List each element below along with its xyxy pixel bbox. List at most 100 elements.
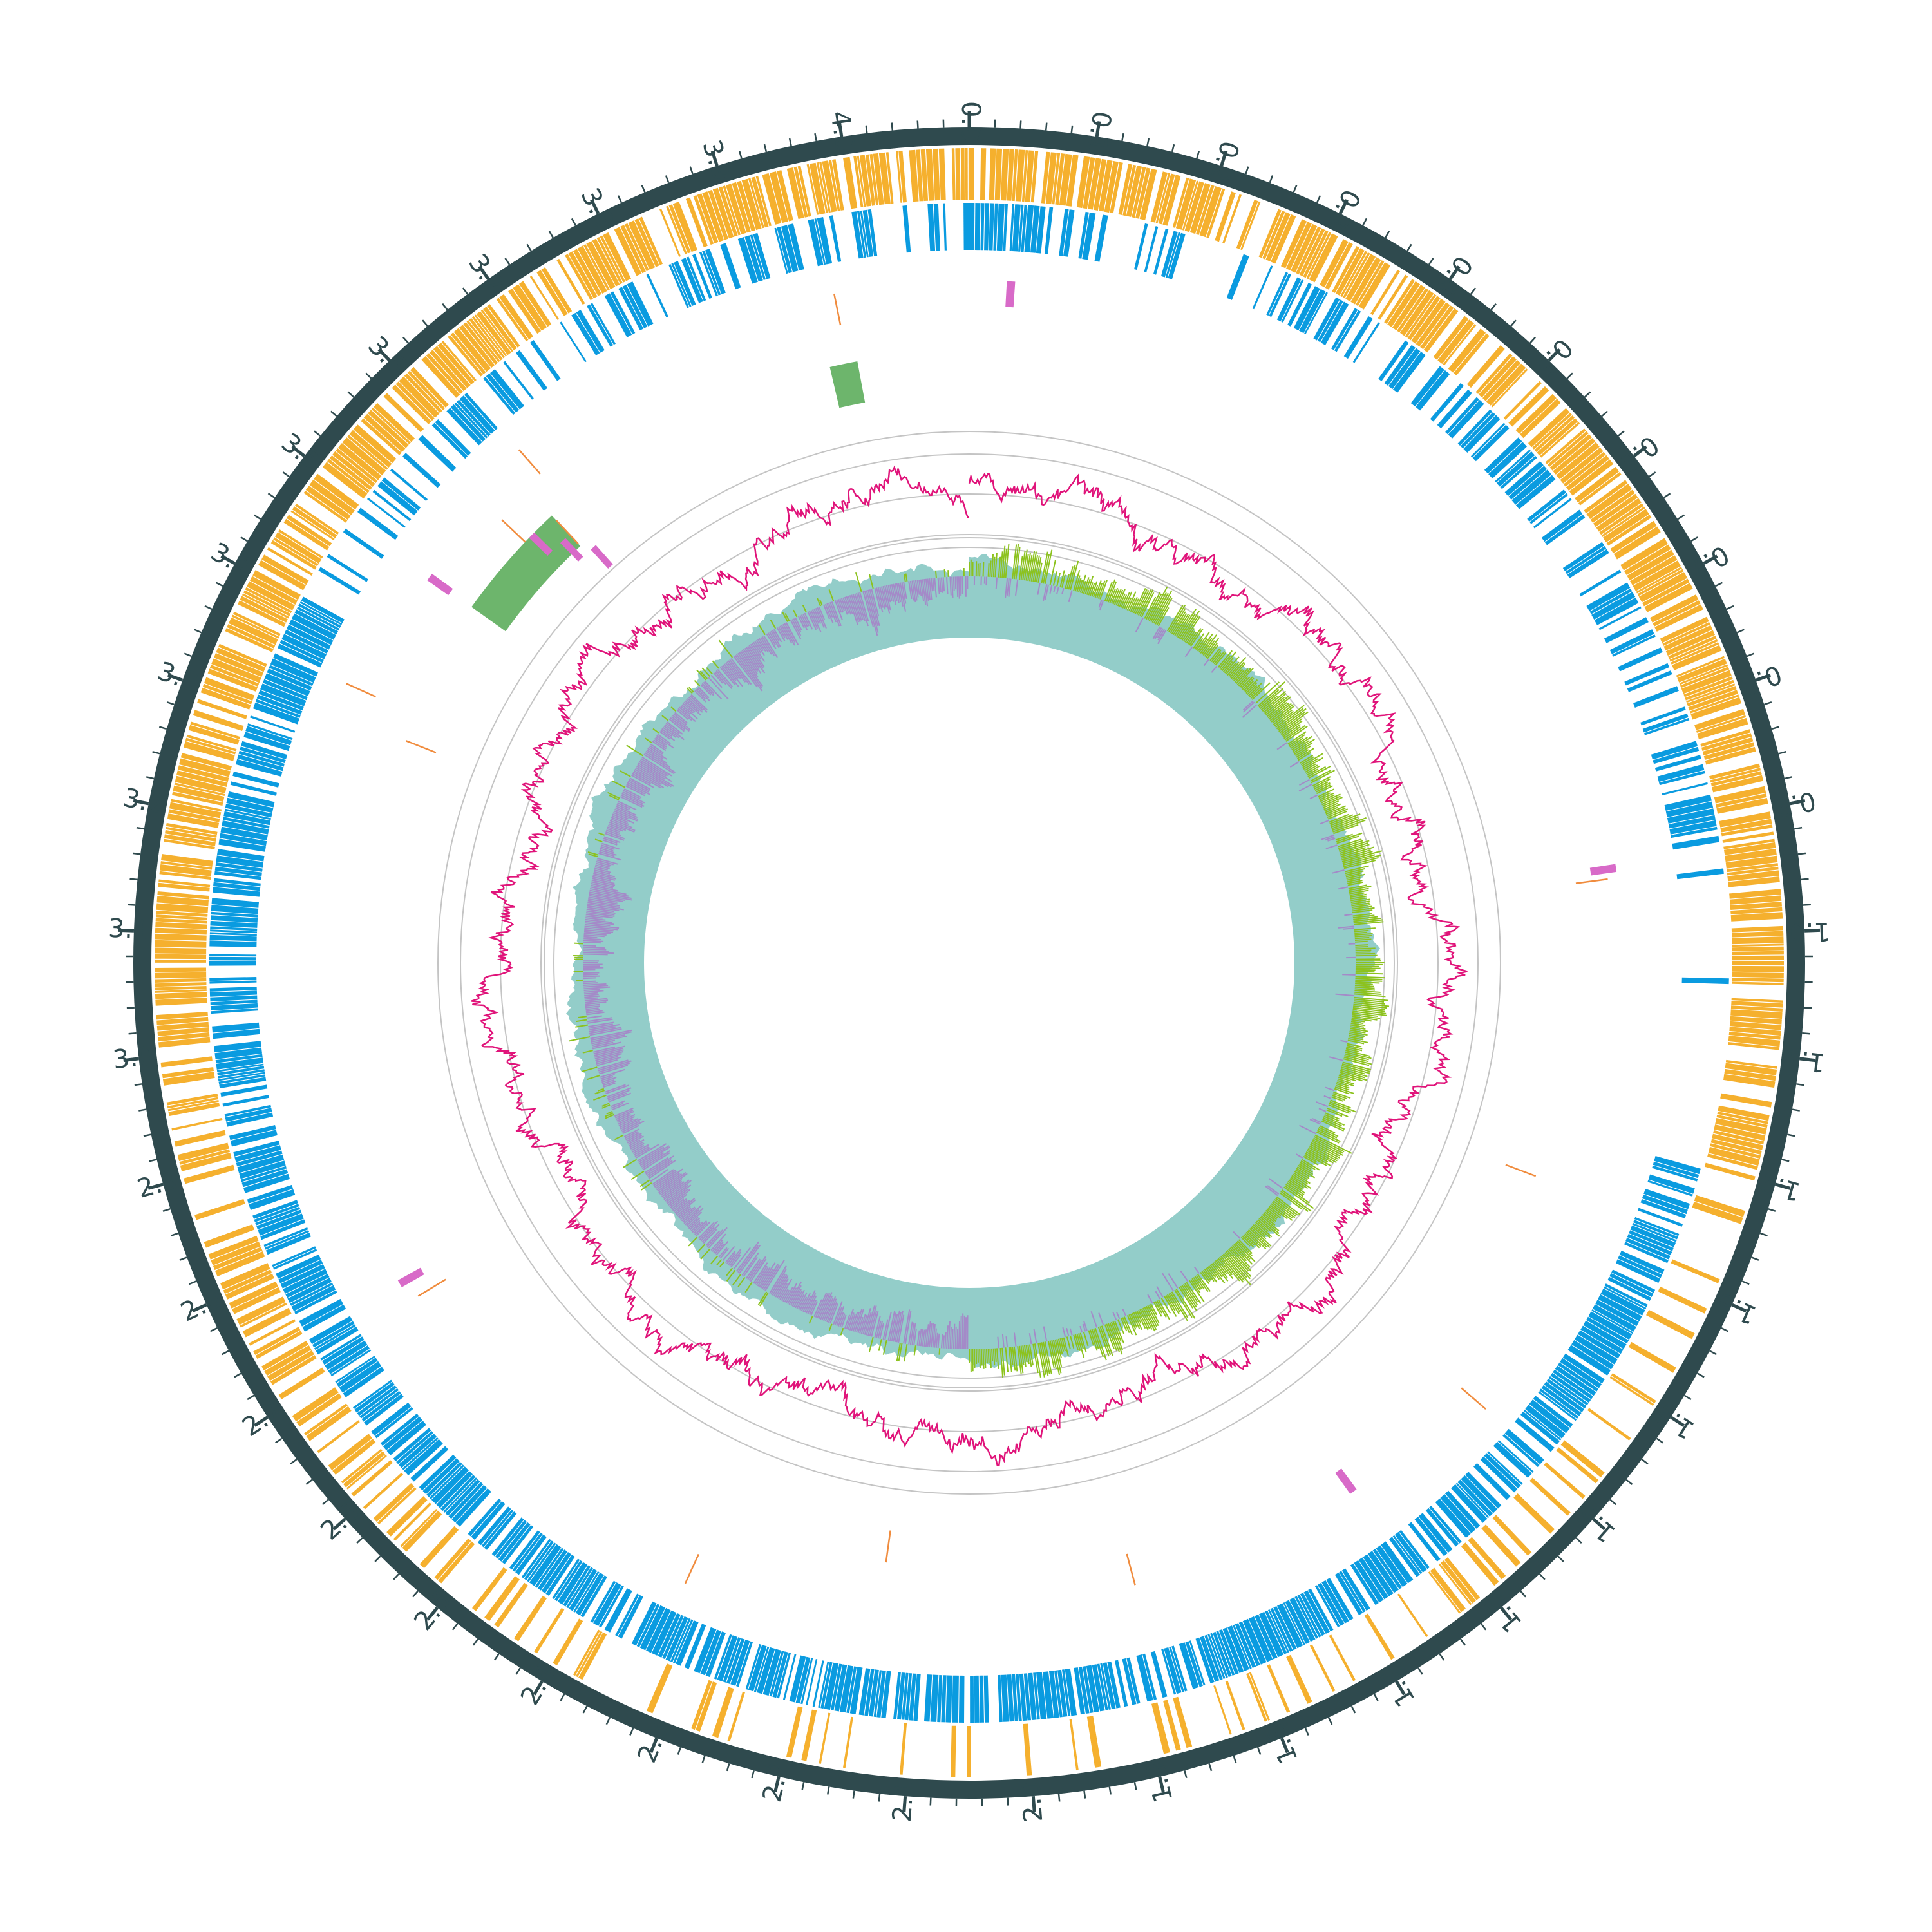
reverse-cds <box>503 361 534 400</box>
minor-tick <box>739 151 743 159</box>
gc-skew-bar <box>1353 916 1378 920</box>
gc-skew-bar <box>1133 1312 1142 1331</box>
minor-tick <box>234 1372 242 1378</box>
reverse-cds <box>1185 1641 1203 1687</box>
reverse-cds <box>795 1656 811 1704</box>
reverse-cds <box>253 702 299 724</box>
forward-cds <box>1575 466 1620 503</box>
gc-skew-bar <box>802 613 810 627</box>
reverse-cds <box>1062 1669 1071 1716</box>
gc-skew-bar <box>1209 648 1220 661</box>
gc-skew-bar <box>583 980 596 983</box>
reverse-cds <box>627 281 654 327</box>
forward-cds <box>1676 656 1725 677</box>
gc-skew-bar <box>1304 1154 1317 1163</box>
gc-skew-bar <box>834 1307 842 1326</box>
gc-skew-bar <box>1260 1215 1280 1232</box>
gc-skew-bar <box>1109 1322 1123 1355</box>
gc-skew-bar <box>627 782 650 795</box>
gc-skew-bar <box>1340 847 1366 856</box>
forward-cds <box>1599 503 1644 535</box>
gc-skew-bar <box>1153 590 1173 624</box>
gc-skew-bar <box>1134 1311 1142 1324</box>
gc-skew-bar <box>1033 1329 1037 1344</box>
gc-skew-bar <box>942 577 945 592</box>
gc-skew-bar <box>713 672 723 684</box>
gc-skew-bar <box>1195 632 1210 651</box>
gc-skew-bar <box>588 1021 614 1028</box>
forward-cds <box>1560 1440 1605 1478</box>
gc-skew-bar <box>1091 581 1098 597</box>
reverse-cds <box>1632 1222 1677 1242</box>
gc-skew-bar <box>989 1349 992 1368</box>
gc-skew-bar <box>852 1311 860 1332</box>
gc-skew-bar <box>1013 544 1019 580</box>
forward-cds <box>1423 308 1459 353</box>
forward-cds <box>578 1632 607 1680</box>
gc-skew-bar <box>629 1139 645 1148</box>
gc-skew-bar <box>761 636 775 656</box>
reverse-cds <box>250 715 296 733</box>
forward-cds <box>220 1263 270 1290</box>
forward-cds <box>1553 438 1596 475</box>
gc-skew-bar <box>1321 834 1334 840</box>
forward-cds <box>708 189 728 240</box>
gc-skew-bar <box>1354 988 1376 991</box>
reverse-cds <box>705 1631 726 1678</box>
forward-cds <box>583 244 610 291</box>
reverse-cds <box>273 1249 317 1270</box>
gc-skew-bar <box>1032 554 1039 582</box>
reverse-cds <box>1504 1428 1544 1464</box>
forward-cds <box>499 294 533 340</box>
gc-skew-bar <box>1200 1272 1210 1285</box>
minor-tick <box>726 1763 730 1772</box>
guide-ring <box>500 493 1439 1432</box>
gc-skew-bar <box>687 1217 699 1228</box>
gc-skew-bar <box>645 750 670 768</box>
gc-skew-bar <box>1349 1034 1364 1039</box>
gc-skew-bar <box>1262 690 1287 712</box>
gc-skew-bar <box>654 1171 677 1188</box>
forward-cds <box>793 166 808 218</box>
reverse-cds <box>367 497 406 528</box>
gc-skew-bar <box>1346 1045 1363 1050</box>
gc-skew-bar <box>587 1017 612 1023</box>
forward-cds <box>577 245 607 294</box>
gc-skew-bar <box>586 1075 600 1081</box>
forward-cds <box>1709 763 1760 780</box>
major-tick <box>118 928 135 933</box>
gc-skew-bar <box>574 942 583 945</box>
minor-tick <box>1801 878 1809 881</box>
reverse-cds <box>1363 1554 1394 1596</box>
gc-skew-bar <box>800 1293 811 1312</box>
gc-skew-bar <box>692 1222 703 1233</box>
gc-skew-bar <box>1162 1273 1174 1291</box>
gc-skew-bar <box>1321 1120 1344 1132</box>
forward-cds <box>518 281 552 327</box>
forward-cds <box>1508 386 1549 427</box>
gc-skew-bar <box>703 681 715 694</box>
gc-skew-bar <box>1342 854 1376 864</box>
minor-tick <box>184 652 192 658</box>
gc-skew-bar <box>1212 1262 1229 1282</box>
forward-cds <box>600 235 626 283</box>
gc-skew-bar <box>639 1146 670 1166</box>
reverse-cds <box>590 1580 616 1623</box>
gc-skew-bar <box>1348 943 1356 945</box>
reverse-cds <box>905 1673 913 1721</box>
gc-skew-bar <box>828 589 835 601</box>
reverse-cds <box>909 1673 916 1721</box>
reverse-cds <box>213 1028 260 1039</box>
reverse-cds <box>834 1664 848 1712</box>
forward-cds <box>166 1094 218 1106</box>
reverse-cds <box>1461 1475 1498 1513</box>
gc-skew-bar <box>1292 1173 1309 1185</box>
gc-skew-bar <box>828 1323 833 1331</box>
gc-skew-bar <box>999 551 1003 578</box>
reverse-cds <box>256 694 303 715</box>
gc-skew-bar <box>1300 1162 1312 1170</box>
gc-skew-bar <box>911 580 916 603</box>
rna-marker <box>518 449 541 475</box>
gc-skew-bar <box>932 578 935 591</box>
gc-skew-bar <box>588 895 623 902</box>
